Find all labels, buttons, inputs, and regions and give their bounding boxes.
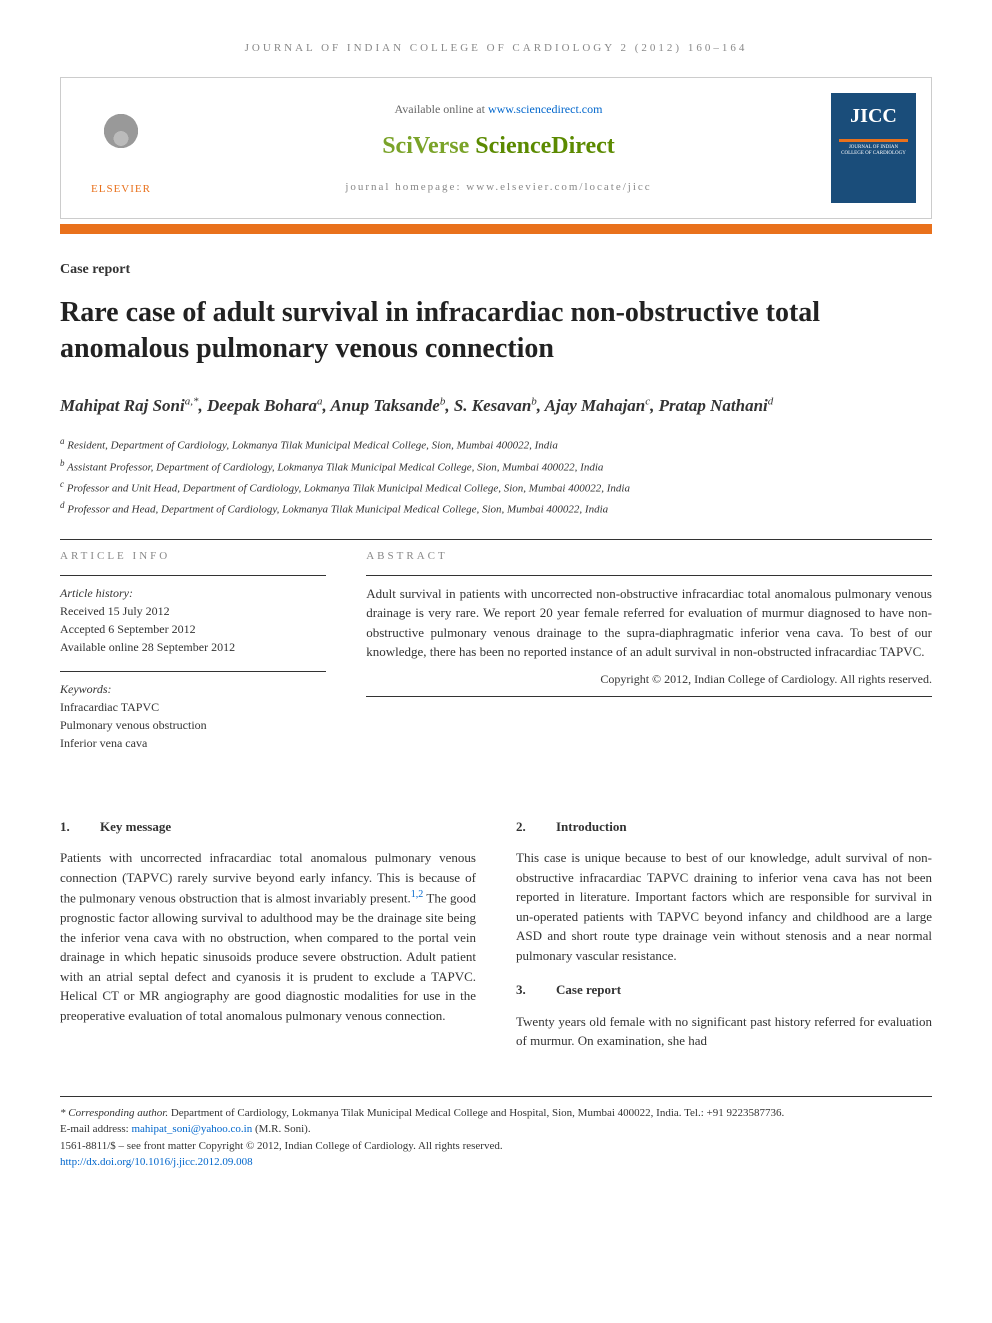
abstract-rule bbox=[366, 575, 932, 576]
author-affil-mark: a,* bbox=[185, 396, 199, 408]
elsevier-logo[interactable]: ELSEVIER bbox=[76, 98, 166, 198]
sciverse-brand: SciVerse ScienceDirect bbox=[166, 128, 831, 164]
author-name: Deepak Bohara bbox=[207, 396, 317, 415]
citation-ref[interactable]: 1,2 bbox=[411, 889, 424, 900]
masthead-center: Available online at www.sciencedirect.co… bbox=[166, 100, 831, 196]
cover-subtitle: JOURNAL OF INDIAN COLLEGE OF CARDIOLOGY bbox=[839, 145, 908, 157]
left-column: 1.Key message Patients with uncorrected … bbox=[60, 817, 476, 1066]
footnotes: * Corresponding author. Department of Ca… bbox=[60, 1096, 932, 1171]
section-3-heading: 3.Case report bbox=[516, 980, 932, 1000]
keyword: Infracardiac TAPVC bbox=[60, 698, 326, 716]
online-date: Available online 28 September 2012 bbox=[60, 638, 326, 656]
author-name: Ajay Mahajan bbox=[545, 396, 646, 415]
section-3-body: Twenty years old female with no signific… bbox=[516, 1012, 932, 1051]
sciencedirect-link[interactable]: www.sciencedirect.com bbox=[488, 102, 603, 116]
article-info-heading: ARTICLE INFO bbox=[60, 548, 326, 565]
section-title: Case report bbox=[556, 982, 621, 997]
article-info-column: ARTICLE INFO Article history: Received 1… bbox=[60, 548, 326, 767]
abstract-text: Adult survival in patients with uncorrec… bbox=[366, 584, 932, 662]
author-name: Anup Taksande bbox=[330, 396, 439, 415]
affiliation-line: d Professor and Head, Department of Card… bbox=[60, 498, 932, 519]
abstract-copyright: Copyright © 2012, Indian College of Card… bbox=[366, 670, 932, 688]
journal-cover-thumbnail[interactable]: JICC JOURNAL OF INDIAN COLLEGE OF CARDIO… bbox=[831, 93, 916, 203]
info-rule bbox=[60, 671, 326, 672]
available-online-line: Available online at www.sciencedirect.co… bbox=[166, 100, 831, 118]
article-title: Rare case of adult survival in infracard… bbox=[60, 295, 932, 368]
author-name: Mahipat Raj Soni bbox=[60, 396, 185, 415]
keywords-label: Keywords: bbox=[60, 680, 326, 698]
author-affil-mark: b bbox=[440, 396, 446, 408]
affiliation-line: b Assistant Professor, Department of Car… bbox=[60, 456, 932, 477]
affiliation-line: a Resident, Department of Cardiology, Lo… bbox=[60, 434, 932, 455]
article-type-label: Case report bbox=[60, 259, 932, 280]
author-list: Mahipat Raj Sonia,*, Deepak Boharaa, Anu… bbox=[60, 392, 932, 419]
author-email-link[interactable]: mahipat_soni@yahoo.co.in bbox=[131, 1123, 252, 1135]
section-num: 2. bbox=[516, 817, 556, 837]
author-affil-mark: d bbox=[768, 396, 774, 408]
section-1-heading: 1.Key message bbox=[60, 817, 476, 837]
author-name: Pratap Nathani bbox=[659, 396, 768, 415]
email-line: E-mail address: mahipat_soni@yahoo.co.in… bbox=[60, 1121, 932, 1138]
right-column: 2.Introduction This case is unique becau… bbox=[516, 817, 932, 1066]
section-num: 1. bbox=[60, 817, 100, 837]
info-abstract-row: ARTICLE INFO Article history: Received 1… bbox=[60, 548, 932, 767]
author-name: S. Kesavan bbox=[454, 396, 531, 415]
journal-homepage-line: journal homepage: www.elsevier.com/locat… bbox=[166, 179, 831, 196]
section-2-heading: 2.Introduction bbox=[516, 817, 932, 837]
cover-title: JICC bbox=[850, 101, 897, 131]
corresponding-author-note: * Corresponding author. Department of Ca… bbox=[60, 1105, 932, 1122]
accepted-date: Accepted 6 September 2012 bbox=[60, 620, 326, 638]
keyword: Pulmonary venous obstruction bbox=[60, 716, 326, 734]
info-rule bbox=[60, 575, 326, 576]
issn-copyright-line: 1561-8811/$ – see front matter Copyright… bbox=[60, 1138, 932, 1155]
section-title: Key message bbox=[100, 819, 171, 834]
author-affil-mark: a bbox=[317, 396, 323, 408]
journal-masthead-box: ELSEVIER Available online at www.science… bbox=[60, 77, 932, 219]
section-1-body: Patients with uncorrected infracardiac t… bbox=[60, 848, 476, 1025]
section-title: Introduction bbox=[556, 819, 627, 834]
elsevier-text: ELSEVIER bbox=[91, 181, 151, 198]
affiliation-list: a Resident, Department of Cardiology, Lo… bbox=[60, 434, 932, 519]
received-date: Received 15 July 2012 bbox=[60, 602, 326, 620]
author-affil-mark: b bbox=[531, 396, 537, 408]
section-rule bbox=[60, 539, 932, 540]
section-2-body: This case is unique because to best of o… bbox=[516, 848, 932, 965]
abstract-column: ABSTRACT Adult survival in patients with… bbox=[366, 548, 932, 767]
affiliation-line: c Professor and Unit Head, Department of… bbox=[60, 477, 932, 498]
keywords-block: Keywords: Infracardiac TAPVC Pulmonary v… bbox=[60, 680, 326, 752]
body-two-column: 1.Key message Patients with uncorrected … bbox=[60, 817, 932, 1066]
doi-link[interactable]: http://dx.doi.org/10.1016/j.jicc.2012.09… bbox=[60, 1156, 253, 1168]
author-affil-mark: c bbox=[645, 396, 650, 408]
cover-accent-bar bbox=[839, 139, 908, 142]
abstract-rule bbox=[366, 696, 932, 697]
history-label: Article history: bbox=[60, 584, 326, 602]
elsevier-tree-icon bbox=[86, 101, 156, 176]
orange-divider-bar bbox=[60, 224, 932, 234]
article-history-block: Article history: Received 15 July 2012 A… bbox=[60, 584, 326, 656]
abstract-heading: ABSTRACT bbox=[366, 548, 932, 565]
keyword: Inferior vena cava bbox=[60, 734, 326, 752]
journal-citation-header: JOURNAL OF INDIAN COLLEGE OF CARDIOLOGY … bbox=[60, 40, 932, 57]
section-num: 3. bbox=[516, 980, 556, 1000]
